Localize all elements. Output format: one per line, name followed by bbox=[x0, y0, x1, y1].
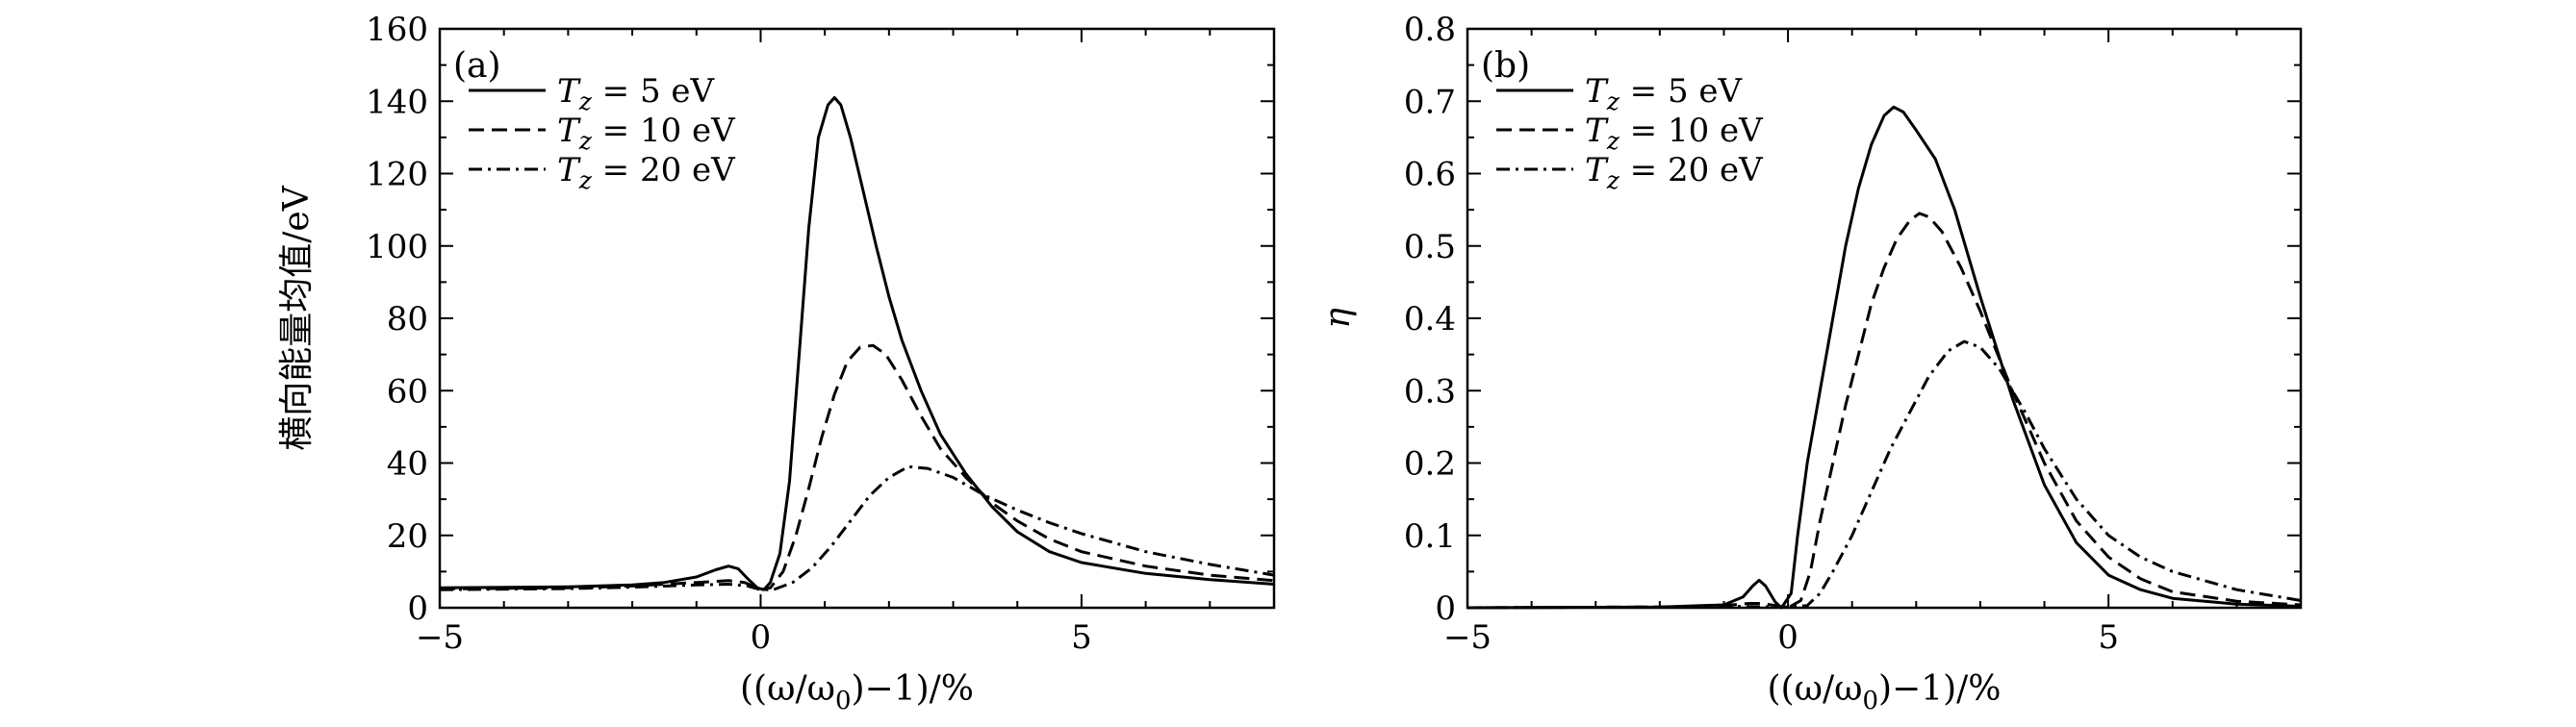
legend-value: = 5 eV bbox=[592, 72, 716, 111]
chart-b-legend-label-tz-20: Tz = 20 eV bbox=[1585, 151, 1764, 194]
chart-b-y-tick-label: 0 bbox=[1435, 589, 1456, 628]
legend-value: = 10 eV bbox=[1620, 112, 1764, 150]
chart-a-series bbox=[439, 96, 1275, 591]
chart-a-x-ticks: −5 0 5 bbox=[416, 29, 1275, 657]
chart-b-x-tick-label: 5 bbox=[2098, 618, 2119, 657]
legend-value: = 20 eV bbox=[592, 151, 736, 189]
chart-a-series-tz-20 bbox=[439, 464, 1275, 591]
chart-b-x-tick-label: 0 bbox=[1777, 618, 1798, 657]
chart-a-y-ticks: 0 20 40 60 80 100 120 140 160 bbox=[366, 11, 1274, 628]
legend-subscript: z bbox=[1606, 127, 1620, 155]
chart-a-x-tick-label: 5 bbox=[1071, 618, 1092, 657]
chart-a-x-axis-title-tail: )−1)/% bbox=[851, 669, 974, 709]
chart-a-x-axis-title: ((ω/ω0)−1)/% bbox=[740, 669, 974, 715]
legend-var: T bbox=[1585, 72, 1609, 111]
chart-a-x-tick-label: −5 bbox=[416, 618, 464, 657]
chart-b-y-tick-label: 0.5 bbox=[1404, 228, 1456, 266]
chart-b-series bbox=[1467, 105, 2302, 610]
chart-b-series-tz-20 bbox=[1467, 339, 2302, 610]
chart-a-y-tick-label: 60 bbox=[387, 372, 428, 411]
chart-a-panel-label: (a) bbox=[453, 46, 501, 86]
chart-b-x-axis-title-main: ((ω/ω bbox=[1768, 669, 1863, 709]
chart-a: −5 0 5020406080100120140160横向能量均值/eV((ω/ω0… bbox=[277, 11, 1276, 715]
chart-a-legend-label-tz-5: Tz = 5 eV bbox=[557, 72, 716, 115]
legend-value: = 5 eV bbox=[1620, 72, 1744, 111]
chart-b-y-tick-label: 0.6 bbox=[1404, 156, 1456, 194]
chart-b-y-tick-label: 0.7 bbox=[1404, 83, 1456, 121]
legend-subscript: z bbox=[1606, 166, 1620, 194]
chart-a-y-tick-label: 160 bbox=[366, 11, 428, 49]
chart-b-y-tick-label: 0.2 bbox=[1404, 445, 1456, 484]
chart-b-x-axis-title-subscript: 0 bbox=[1862, 687, 1878, 715]
legend-subscript: z bbox=[578, 127, 593, 155]
chart-b-x-axis-title-tail: )−1)/% bbox=[1878, 669, 2002, 709]
legend-var: T bbox=[557, 151, 581, 189]
chart-b-y-tick-label: 0.1 bbox=[1404, 517, 1456, 556]
chart-b-legend-label-tz-5: Tz = 5 eV bbox=[1585, 72, 1744, 115]
chart-a-y-tick-label: 100 bbox=[366, 228, 428, 266]
chart-a-series-tz-5 bbox=[439, 96, 1275, 591]
legend-subscript: z bbox=[1606, 88, 1620, 115]
chart-b: −5 0 500.10.20.30.40.50.60.70.8η((ω/ω0)−1)… bbox=[1318, 11, 2303, 715]
chart-a-x-axis-title-subscript: 0 bbox=[835, 687, 852, 715]
chart-a-x-tick-label: 0 bbox=[751, 618, 772, 657]
legend-var: T bbox=[1585, 151, 1609, 189]
chart-b-series-tz-10 bbox=[1467, 212, 2302, 610]
chart-a-legend-label-tz-10: Tz = 10 eV bbox=[557, 112, 736, 155]
chart-b-x-ticks: −5 0 5 bbox=[1443, 29, 2302, 657]
chart-a-series-tz-10 bbox=[439, 343, 1275, 591]
legend-var: T bbox=[1585, 112, 1609, 150]
chart-a-y-tick-label: 0 bbox=[407, 589, 428, 628]
chart-a-y-tick-label: 120 bbox=[366, 156, 428, 194]
chart-a-y-tick-label: 20 bbox=[387, 517, 428, 556]
chart-a-y-tick-label: 140 bbox=[366, 83, 428, 121]
chart-b-y-tick-label: 0.8 bbox=[1404, 11, 1456, 49]
legend-value: = 10 eV bbox=[592, 112, 736, 150]
legend-subscript: z bbox=[578, 166, 593, 194]
chart-b-series-tz-5 bbox=[1467, 105, 2302, 610]
chart-a-y-tick-label: 40 bbox=[387, 445, 428, 484]
chart-b-legend-label-tz-10: Tz = 10 eV bbox=[1585, 112, 1764, 155]
chart-b-y-tick-label: 0.3 bbox=[1404, 372, 1456, 411]
chart-a-x-axis-title-main: ((ω/ω bbox=[740, 669, 835, 709]
chart-a-y-axis-title: 横向能量均值/eV bbox=[277, 185, 317, 450]
chart-b-x-tick-label: −5 bbox=[1443, 618, 1492, 657]
chart-b-y-tick-label: 0.4 bbox=[1404, 300, 1456, 338]
legend-value: = 20 eV bbox=[1620, 151, 1764, 189]
chart-b-y-ticks: 0 0.1 0.2 0.3 0.4 0.5 0.6 0.7 0.8 bbox=[1404, 11, 2301, 628]
chart-a-legend-label-tz-20: Tz = 20 eV bbox=[557, 151, 736, 194]
chart-b-panel-label: (b) bbox=[1481, 46, 1530, 86]
legend-subscript: z bbox=[578, 88, 593, 115]
legend-var: T bbox=[557, 112, 581, 150]
chart-b-y-axis-title: η bbox=[1318, 308, 1358, 329]
legend-var: T bbox=[557, 72, 581, 111]
chart-a-y-tick-label: 80 bbox=[387, 300, 428, 338]
chart-b-x-axis-title: ((ω/ω0)−1)/% bbox=[1768, 669, 2002, 715]
